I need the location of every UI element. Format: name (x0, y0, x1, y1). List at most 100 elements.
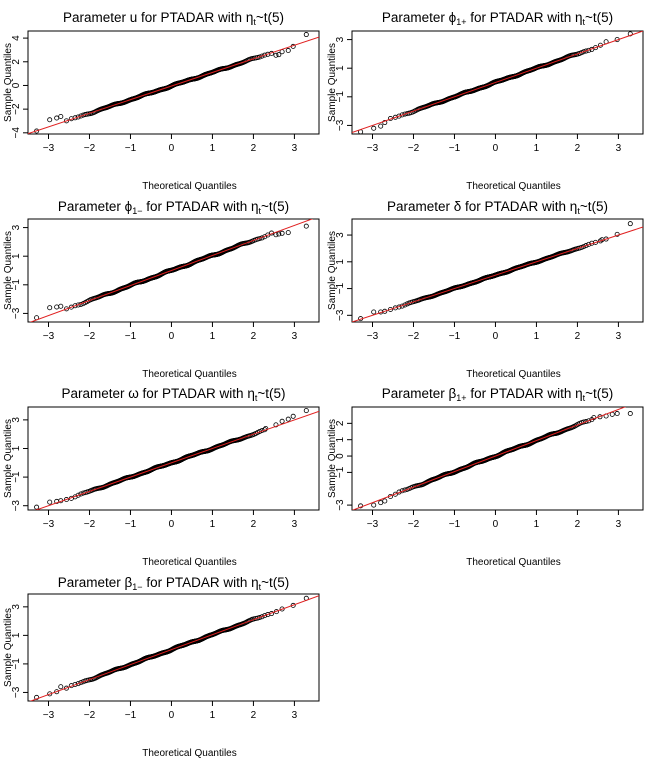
qq-point (63, 306, 69, 312)
qq-point (255, 615, 261, 621)
qq-reference-line (352, 407, 627, 510)
x-tick-label: −3 (367, 143, 379, 154)
qq-point (262, 52, 268, 58)
qq-point-tail (382, 308, 388, 314)
plot-frame (351, 406, 644, 511)
y-axis-label: Sample Quantiles (3, 608, 14, 687)
qq-point-tail (285, 416, 291, 422)
y-tick-label: −1 (335, 466, 346, 478)
qq-point (392, 491, 398, 497)
qq-point-tail (276, 231, 282, 237)
qq-point (583, 48, 589, 54)
plot-frame (27, 30, 320, 135)
qq-point-tail (378, 500, 384, 506)
qq-point-tail (382, 498, 388, 504)
qq-point-tail (285, 230, 291, 236)
x-tick-label: 0 (493, 519, 499, 530)
y-tick-label: 3 (11, 417, 22, 423)
y-tick-label: −3 (335, 499, 346, 511)
x-tick-label: 3 (292, 710, 298, 721)
qq-panel-5: Parameter ω for PTADAR with ηt~t(5) −3 −2 −… (3, 386, 320, 568)
panel-title: Parameter β1− for PTADAR with ηt~t(5) (58, 575, 290, 592)
x-tick-label: 0 (169, 331, 175, 342)
y-tick-label: −1 (11, 471, 22, 483)
panel-title: Parameter u for PTADAR with ηt~t(5) (63, 10, 284, 27)
plot-frame (27, 593, 320, 702)
x-tick-label: 1 (534, 143, 540, 154)
x-tick-label: 0 (493, 143, 499, 154)
x-tick-label: 3 (292, 143, 298, 154)
x-tick-label: 2 (251, 710, 257, 721)
x-tick-label: −3 (43, 519, 55, 530)
y-tick-label: 3 (335, 36, 346, 42)
x-tick-label: 1 (210, 519, 216, 530)
x-tick-label: 1 (534, 519, 540, 530)
x-tick-label: 1 (210, 143, 216, 154)
qq-point (75, 681, 81, 687)
qq-point-tail (47, 117, 53, 123)
y-tick-label: −1 (335, 91, 346, 103)
qq-point-tail (627, 221, 633, 227)
qq-point-tail (47, 305, 53, 311)
y-tick-label: 0 (11, 82, 22, 88)
qq-point (262, 613, 268, 619)
qq-point-tail (279, 230, 285, 236)
x-axis-label: Theoretical Quantiles (466, 181, 561, 192)
x-tick-label: 0 (169, 710, 175, 721)
qq-point-tail (290, 413, 296, 419)
qq-point-tail (378, 123, 384, 129)
x-tick-label: 2 (575, 143, 581, 154)
x-axis-label: Theoretical Quantiles (142, 181, 237, 192)
x-tick-label: −3 (43, 710, 55, 721)
qq-point-tail (603, 236, 609, 242)
plot-frame (351, 218, 644, 323)
qq-panel-1: Parameter u for PTADAR with ηt~t(5) −3 −2 −… (3, 10, 320, 192)
qq-point-tail (54, 115, 60, 121)
x-tick-label: −3 (367, 519, 379, 530)
qq-point-tail (371, 125, 377, 131)
y-tick-label: −1 (11, 279, 22, 291)
qq-point-tail (58, 303, 64, 309)
x-tick-label: −1 (449, 331, 461, 342)
qq-point (581, 49, 587, 55)
x-tick-label: −2 (408, 143, 420, 154)
qq-point-tail (609, 411, 615, 417)
qq-point (255, 55, 261, 61)
y-tick-label: −4 (11, 127, 22, 139)
x-tick-label: 3 (292, 331, 298, 342)
x-tick-label: 0 (169, 519, 175, 530)
x-axis-label: Theoretical Quantiles (466, 369, 561, 380)
x-tick-label: −1 (125, 710, 137, 721)
y-axis-label: Sample Quantiles (3, 419, 14, 498)
x-tick-label: −2 (408, 331, 420, 342)
plot-frame (351, 30, 644, 135)
y-tick-label: 1 (11, 445, 22, 451)
y-tick-label: 2 (335, 420, 346, 426)
x-tick-label: −3 (43, 143, 55, 154)
qq-point (78, 680, 84, 686)
qq-point-tail (276, 52, 282, 58)
panel-title: Parameter ω for PTADAR with ηt~t(5) (61, 386, 285, 403)
y-tick-label: −1 (335, 282, 346, 294)
x-tick-label: 0 (493, 331, 499, 342)
x-tick-label: −3 (367, 331, 379, 342)
qq-point-tail (279, 606, 285, 612)
qq-point (586, 418, 592, 424)
y-tick-label: 0 (335, 453, 346, 459)
y-tick-label: −2 (11, 103, 22, 115)
qq-point-tail (382, 120, 388, 126)
qq-point-tail (47, 499, 53, 505)
x-tick-label: 3 (292, 519, 298, 530)
qq-point-tail (614, 411, 620, 417)
plot-frame (27, 406, 320, 511)
qq-point-tail (34, 504, 40, 510)
y-tick-label: −3 (335, 309, 346, 321)
qq-panel-3: Parameter ϕ1− for PTADAR with ηt~t(5) −3 −… (3, 199, 320, 380)
y-tick-label: 1 (11, 253, 22, 259)
qq-point (259, 53, 265, 59)
y-tick-label: −1 (11, 658, 22, 670)
x-tick-label: 2 (251, 331, 257, 342)
x-tick-label: 2 (575, 331, 581, 342)
qq-point (72, 303, 78, 309)
y-tick-label: 2 (11, 59, 22, 65)
